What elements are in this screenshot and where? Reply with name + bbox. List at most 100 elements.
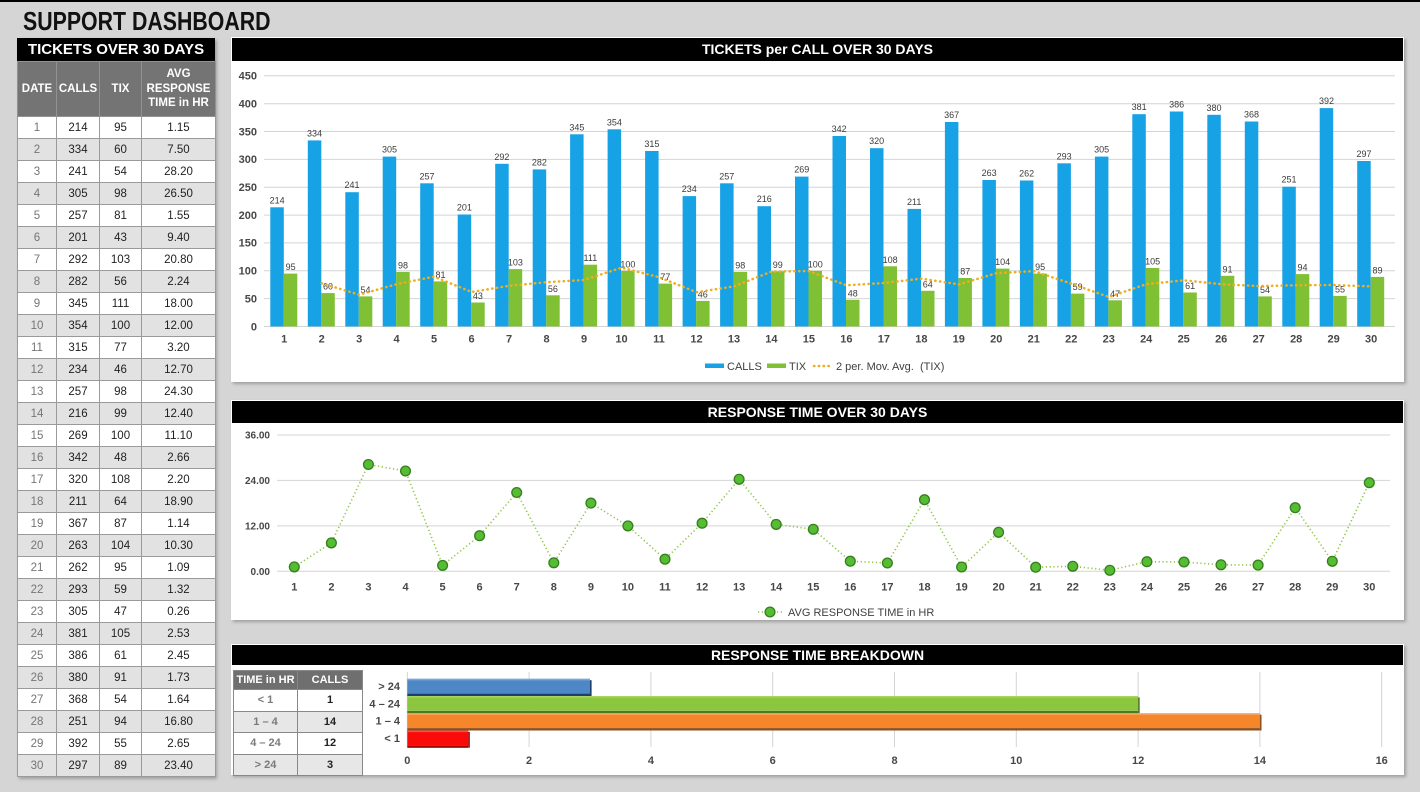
svg-text:345: 345 xyxy=(569,122,584,132)
svg-text:3: 3 xyxy=(365,582,371,594)
svg-text:262: 262 xyxy=(1019,169,1034,179)
svg-text:19: 19 xyxy=(953,334,965,346)
svg-text:14: 14 xyxy=(1254,755,1267,767)
svg-text:77: 77 xyxy=(660,272,670,282)
svg-text:234: 234 xyxy=(682,184,697,194)
svg-text:300: 300 xyxy=(239,154,257,166)
svg-text:6: 6 xyxy=(477,582,483,594)
svg-text:10: 10 xyxy=(615,334,627,346)
svg-text:AVG RESPONSE TIME in HR: AVG RESPONSE TIME in HR xyxy=(788,607,934,619)
svg-text:241: 241 xyxy=(344,180,359,190)
svg-text:15: 15 xyxy=(803,334,815,346)
svg-text:293: 293 xyxy=(1057,151,1072,161)
svg-text:94: 94 xyxy=(1297,263,1307,273)
svg-text:2 per. Mov. Avg. (TIX): 2 per. Mov. Avg. (TIX) xyxy=(836,361,944,373)
svg-text:11: 11 xyxy=(653,334,665,346)
svg-text:55: 55 xyxy=(1335,284,1345,294)
svg-text:10: 10 xyxy=(622,582,634,594)
svg-text:30: 30 xyxy=(1363,582,1375,594)
svg-text:8: 8 xyxy=(551,582,557,594)
svg-text:6: 6 xyxy=(770,755,776,767)
svg-text:59: 59 xyxy=(1073,282,1083,292)
svg-text:24.00: 24.00 xyxy=(245,476,270,487)
svg-text:200: 200 xyxy=(239,210,257,222)
svg-text:257: 257 xyxy=(719,171,734,181)
svg-text:27: 27 xyxy=(1252,582,1264,594)
svg-text:4: 4 xyxy=(394,334,401,346)
svg-text:50: 50 xyxy=(245,293,257,305)
svg-text:21: 21 xyxy=(1028,334,1040,346)
svg-text:201: 201 xyxy=(457,203,472,213)
svg-text:305: 305 xyxy=(382,145,397,155)
svg-text:19: 19 xyxy=(955,582,967,594)
svg-text:16: 16 xyxy=(844,582,856,594)
svg-text:367: 367 xyxy=(944,110,959,120)
svg-text:60: 60 xyxy=(323,282,333,292)
svg-text:2: 2 xyxy=(526,755,532,767)
svg-text:9: 9 xyxy=(588,582,594,594)
svg-text:16: 16 xyxy=(1376,755,1388,767)
svg-text:150: 150 xyxy=(239,238,257,250)
svg-text:10: 10 xyxy=(1010,755,1022,767)
svg-text:392: 392 xyxy=(1319,96,1334,106)
svg-text:54: 54 xyxy=(360,285,370,295)
svg-text:98: 98 xyxy=(735,260,745,270)
svg-text:100: 100 xyxy=(808,259,823,269)
svg-text:17: 17 xyxy=(878,334,890,346)
svg-text:381: 381 xyxy=(1132,102,1147,112)
svg-text:0.00: 0.00 xyxy=(251,567,271,578)
svg-text:24: 24 xyxy=(1140,334,1153,346)
svg-text:13: 13 xyxy=(728,334,740,346)
svg-text:26: 26 xyxy=(1215,582,1227,594)
svg-text:13: 13 xyxy=(733,582,745,594)
svg-text:12.00: 12.00 xyxy=(245,521,270,532)
svg-text:12: 12 xyxy=(696,582,708,594)
svg-text:46: 46 xyxy=(698,289,708,299)
svg-text:250: 250 xyxy=(239,182,257,194)
svg-text:2: 2 xyxy=(319,334,325,346)
svg-text:54: 54 xyxy=(1260,285,1270,295)
svg-text:4: 4 xyxy=(402,582,409,594)
svg-text:18: 18 xyxy=(915,334,927,346)
svg-text:100: 100 xyxy=(620,259,635,269)
svg-text:30: 30 xyxy=(1365,334,1377,346)
svg-text:64: 64 xyxy=(923,279,933,289)
svg-text:56: 56 xyxy=(548,284,558,294)
svg-text:91: 91 xyxy=(1222,264,1232,274)
svg-text:12: 12 xyxy=(690,334,702,346)
svg-text:27: 27 xyxy=(1253,334,1265,346)
svg-text:95: 95 xyxy=(1035,262,1045,272)
svg-text:CALLS: CALLS xyxy=(727,361,762,373)
svg-text:1: 1 xyxy=(281,334,287,346)
svg-text:36.00: 36.00 xyxy=(245,431,270,442)
svg-text:354: 354 xyxy=(607,117,622,127)
svg-text:23: 23 xyxy=(1103,334,1115,346)
svg-text:257: 257 xyxy=(419,171,434,181)
svg-text:5: 5 xyxy=(431,334,437,346)
svg-text:282: 282 xyxy=(532,157,547,167)
svg-text:269: 269 xyxy=(794,165,809,175)
svg-text:342: 342 xyxy=(832,124,847,134)
svg-text:292: 292 xyxy=(494,152,509,162)
svg-text:11: 11 xyxy=(659,582,671,594)
svg-text:386: 386 xyxy=(1169,100,1184,110)
svg-text:14: 14 xyxy=(765,334,778,346)
svg-text:297: 297 xyxy=(1356,149,1371,159)
svg-text:7: 7 xyxy=(514,582,520,594)
svg-text:26: 26 xyxy=(1215,334,1227,346)
svg-text:111: 111 xyxy=(584,253,598,263)
svg-text:100: 100 xyxy=(239,266,257,278)
svg-text:4 – 24: 4 – 24 xyxy=(369,698,400,710)
svg-text:95: 95 xyxy=(286,262,296,272)
svg-text:320: 320 xyxy=(869,136,884,146)
svg-text:104: 104 xyxy=(995,257,1010,267)
svg-text:< 1: < 1 xyxy=(384,733,400,745)
svg-text:1 – 4: 1 – 4 xyxy=(376,716,401,728)
svg-text:380: 380 xyxy=(1206,103,1221,113)
svg-text:105: 105 xyxy=(1145,257,1160,267)
svg-text:15: 15 xyxy=(807,582,819,594)
svg-text:6: 6 xyxy=(469,334,475,346)
svg-text:TIX: TIX xyxy=(789,361,807,373)
svg-text:24: 24 xyxy=(1141,582,1154,594)
svg-text:0: 0 xyxy=(251,321,257,333)
